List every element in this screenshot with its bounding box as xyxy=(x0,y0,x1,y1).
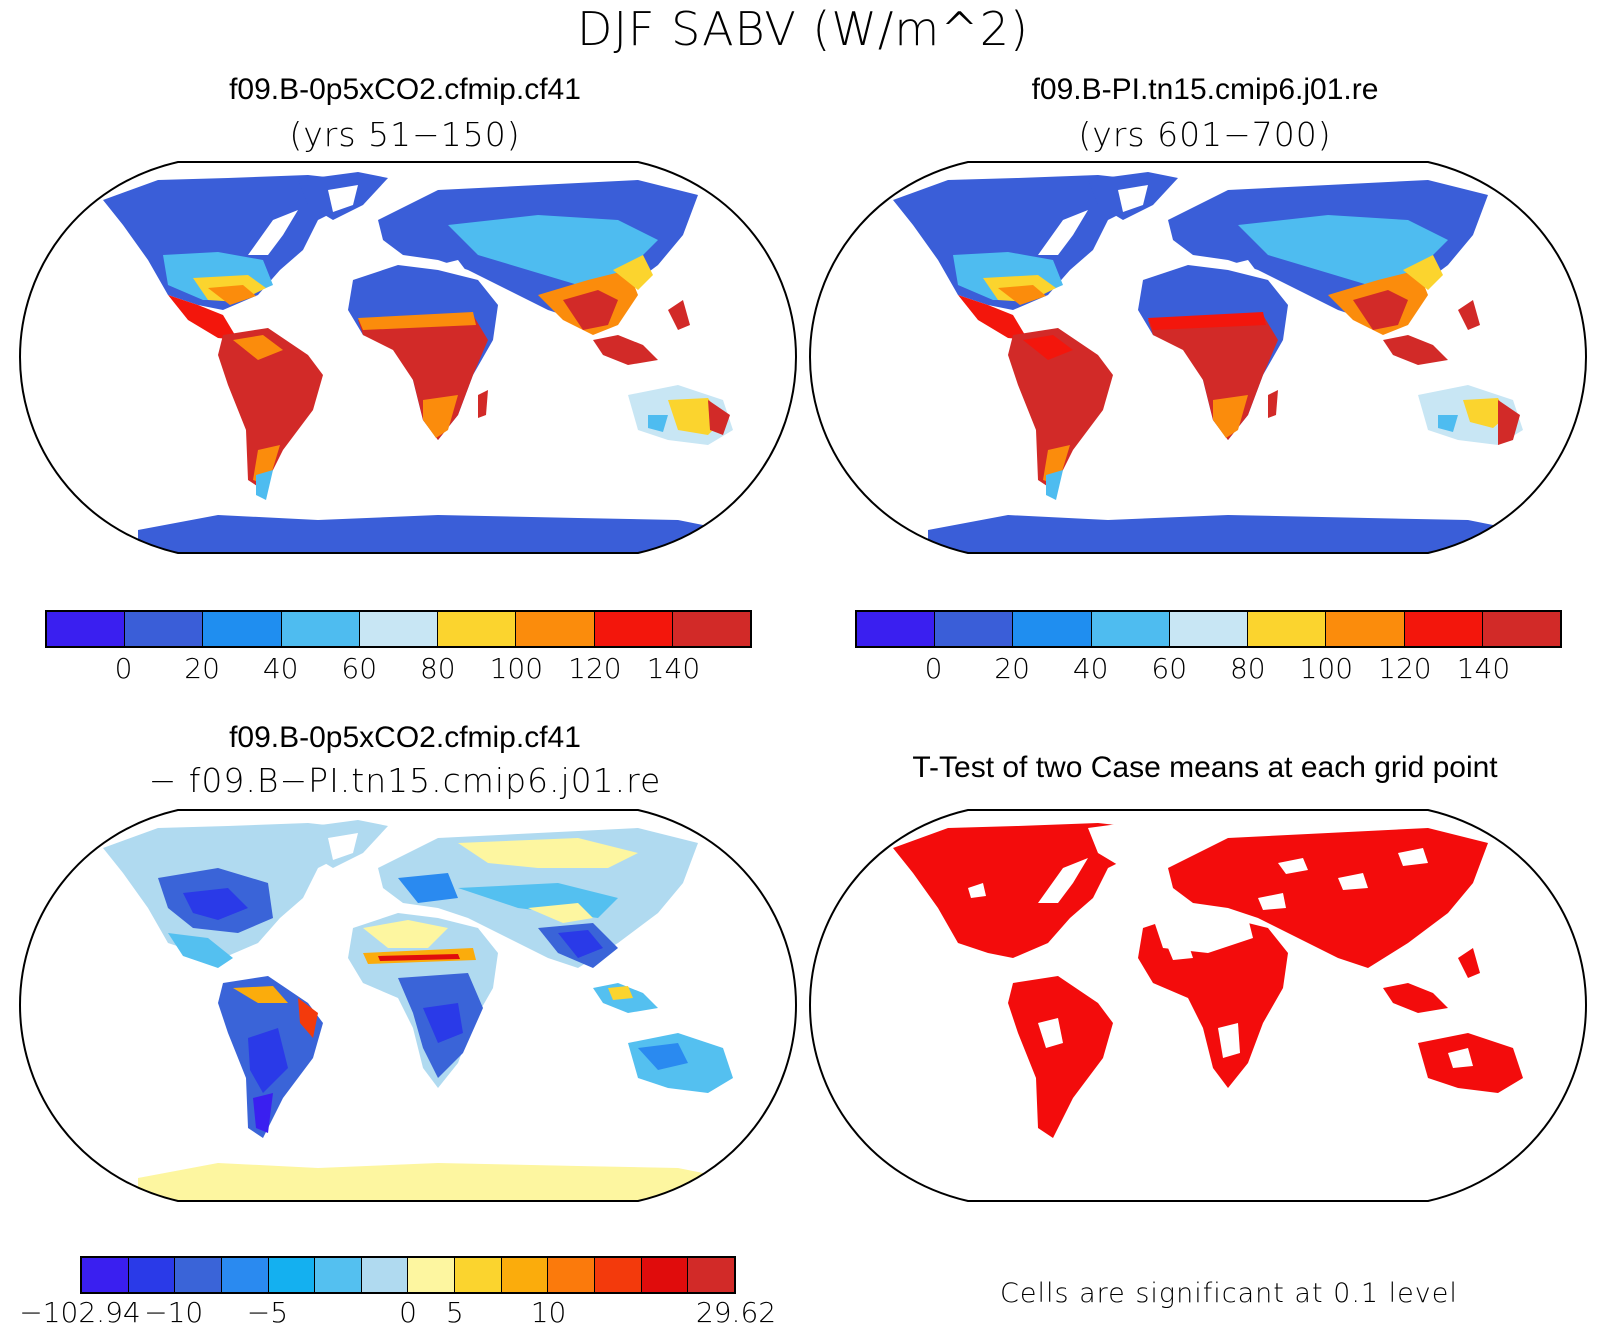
colorbar-tick-label: 20 xyxy=(994,652,1030,685)
colorbar-cell xyxy=(1404,612,1483,646)
panel-2-title: f09.B-PI.tn15.cmip6.j01.re xyxy=(1031,73,1379,106)
panel-2-subtitle: (yrs 601−700) xyxy=(1078,115,1332,154)
panel-1-subtitle: (yrs 51−150) xyxy=(289,115,521,154)
colorbar-cell xyxy=(1091,612,1170,646)
colorbar-tick-label: 60 xyxy=(341,652,378,685)
colorbar-cell xyxy=(1013,612,1092,646)
colorbar-tick-label: −102.94 xyxy=(19,1296,141,1329)
colorbar-cell xyxy=(594,612,673,646)
colorbar-cell xyxy=(1169,612,1249,646)
colorbar-cell xyxy=(221,1258,269,1292)
colorbar-tick-label: 100 xyxy=(489,652,544,685)
colorbar-cell xyxy=(595,1258,642,1292)
colorbar-tick-label: 140 xyxy=(646,652,701,685)
panel-1-title: f09.B-0p5xCO2.cfmip.cf41 xyxy=(229,73,581,106)
colorbar-tick-label: 80 xyxy=(1229,652,1266,685)
colorbar-tick-label: −5 xyxy=(246,1296,289,1329)
panel-4-title: T-Test of two Case means at each grid po… xyxy=(912,751,1498,784)
colorbar-tick-label: 0 xyxy=(114,652,133,685)
colorbar-cell xyxy=(47,612,126,646)
colorbar-tick-label: 29.62 xyxy=(695,1296,777,1329)
map-panel-3 xyxy=(18,809,798,1202)
colorbar-cell xyxy=(315,1258,362,1292)
colorbar-tick-label: 20 xyxy=(184,652,220,685)
panel-3-title: f09.B-0p5xCO2.cfmip.cf41 xyxy=(229,721,581,754)
colorbar-tick-label: 0 xyxy=(399,1296,417,1329)
colorbar-cell xyxy=(438,612,517,646)
colorbar-cell xyxy=(361,1258,409,1292)
figure-title: DJF SABV (W/m^2) xyxy=(577,2,1029,56)
colorbar-tick-label: 40 xyxy=(1072,652,1109,685)
colorbar-cell xyxy=(641,1258,689,1292)
colorbar-cell xyxy=(548,1258,596,1292)
colorbar-panel-1 xyxy=(45,610,752,648)
colorbar-cell xyxy=(1326,612,1405,646)
colorbar-cell xyxy=(128,1258,176,1292)
colorbar-cell xyxy=(359,612,439,646)
colorbar-cell xyxy=(82,1258,129,1292)
colorbar-tick-label: 120 xyxy=(1378,652,1432,685)
map-panel-4 xyxy=(808,809,1588,1202)
colorbar-cell xyxy=(175,1258,222,1292)
colorbar-cell xyxy=(455,1258,502,1292)
colorbar-cell xyxy=(672,612,750,646)
colorbar-tick-label: 0 xyxy=(924,652,943,685)
colorbar-cell xyxy=(516,612,595,646)
colorbar-tick-label: 10 xyxy=(530,1296,567,1329)
colorbar-cell xyxy=(688,1258,734,1292)
colorbar-cell xyxy=(1482,612,1560,646)
colorbar-cell xyxy=(857,612,936,646)
map-panel-2 xyxy=(808,161,1588,554)
colorbar-tick-label: 120 xyxy=(568,652,622,685)
significance-note: Cells are significant at 0.1 level xyxy=(1000,1278,1458,1309)
colorbar-cell xyxy=(268,1258,316,1292)
colorbar-tick-label: 40 xyxy=(262,652,299,685)
colorbar-tick-label: −10 xyxy=(144,1296,204,1329)
colorbar-cell xyxy=(408,1258,456,1292)
colorbar-cell xyxy=(125,612,204,646)
colorbar-cell xyxy=(1248,612,1327,646)
colorbar-cell xyxy=(203,612,282,646)
map-panel-1 xyxy=(18,161,798,554)
colorbar-tick-label: 5 xyxy=(445,1296,464,1329)
colorbar-tick-label: 60 xyxy=(1151,652,1188,685)
colorbar-cell xyxy=(281,612,360,646)
colorbar-panel-2 xyxy=(855,610,1562,648)
colorbar-cell xyxy=(935,612,1014,646)
colorbar-panel-3 xyxy=(80,1256,736,1294)
colorbar-cell xyxy=(501,1258,549,1292)
colorbar-tick-label: 100 xyxy=(1299,652,1354,685)
colorbar-tick-label: 140 xyxy=(1456,652,1511,685)
panel-3-subtitle: − f09.B−PI.tn15.cmip6.j01.re xyxy=(148,761,662,800)
colorbar-tick-label: 80 xyxy=(419,652,456,685)
